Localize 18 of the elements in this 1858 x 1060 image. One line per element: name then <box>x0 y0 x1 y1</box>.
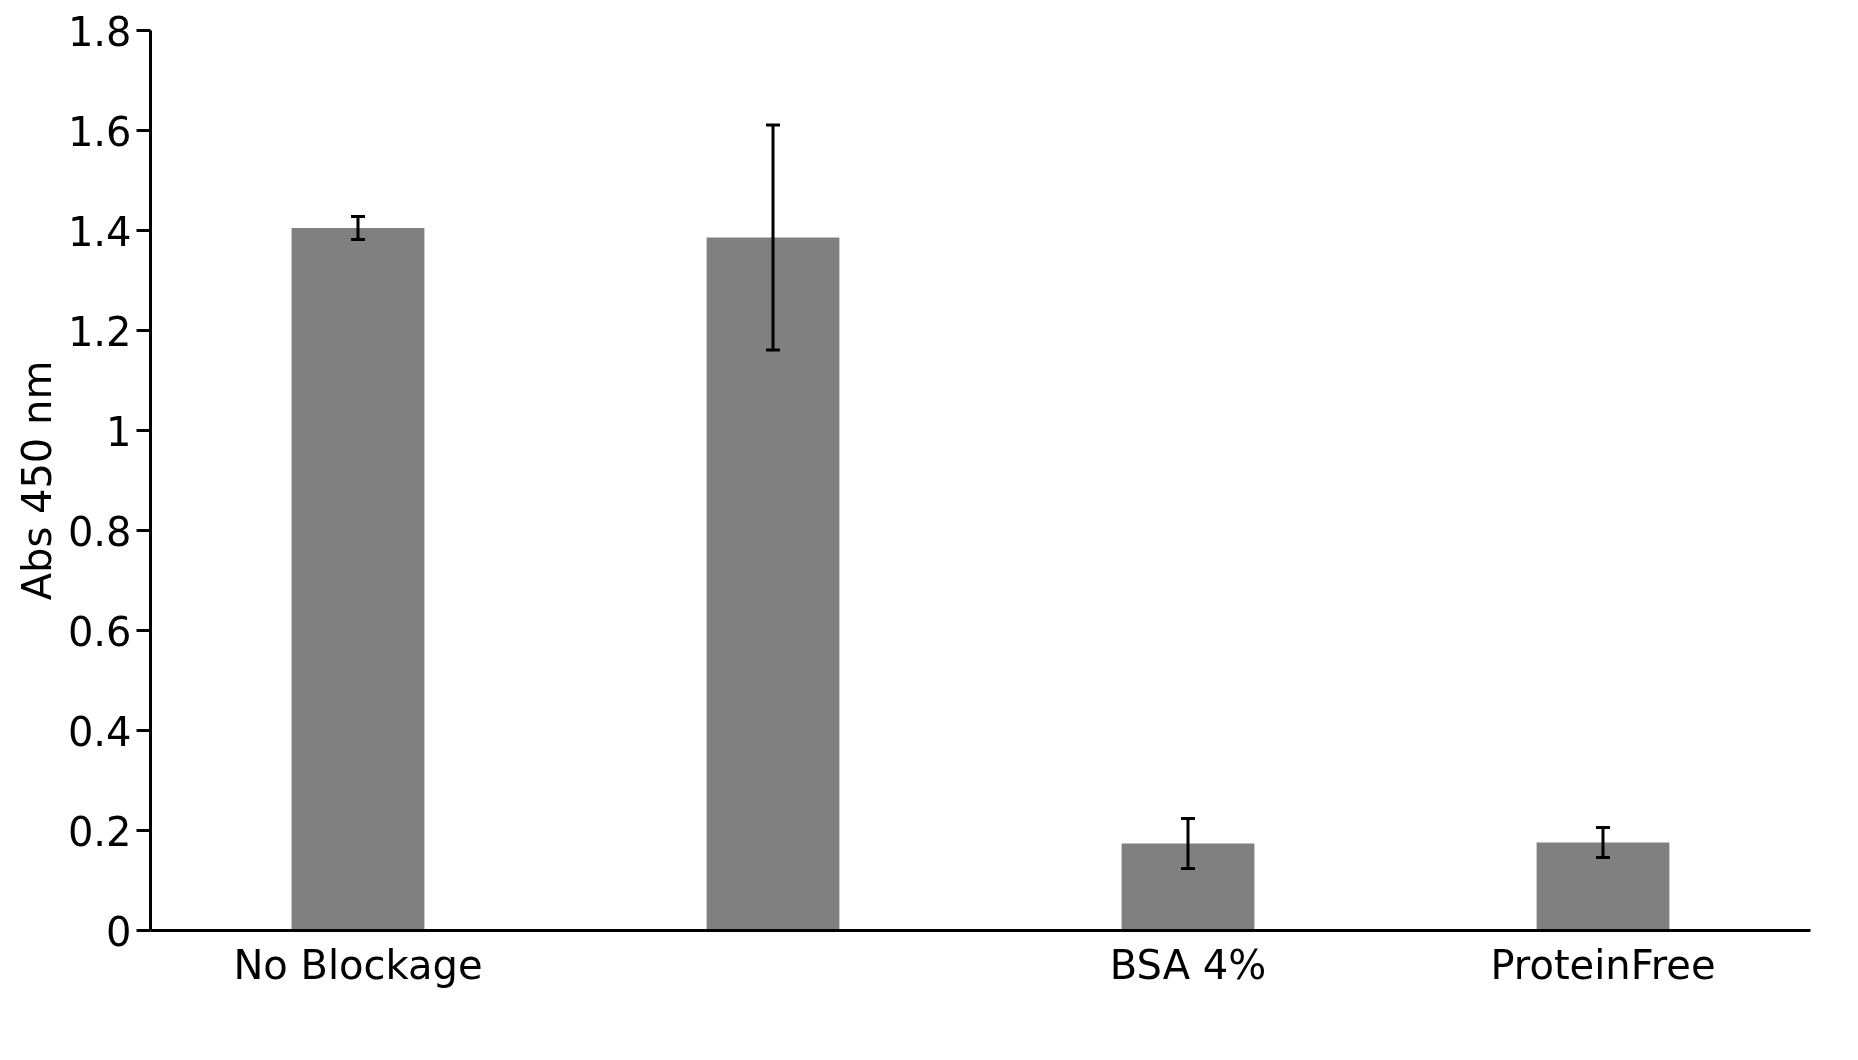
y-tick-label: 1.6 <box>67 108 132 155</box>
y-tick-label: 0 <box>106 908 132 955</box>
bar <box>1536 842 1670 931</box>
x-tick-label: BSA 4% <box>1109 941 1267 988</box>
y-tick-label: 0.8 <box>67 508 132 555</box>
y-tick-label: 1 <box>106 408 132 455</box>
x-tick-label: No Blockage <box>233 941 483 988</box>
bar <box>1121 843 1255 931</box>
y-tick-label: 1.2 <box>67 308 132 355</box>
y-tick-label: 0.6 <box>67 608 132 655</box>
y-tick-label: 1.4 <box>67 208 132 255</box>
y-tick-label: 0.2 <box>67 808 132 855</box>
y-tick-label: 1.8 <box>67 8 132 55</box>
y-axis-title: Abs 450 nm <box>13 360 60 601</box>
x-tick-label: ProteinFree <box>1490 941 1716 988</box>
bar <box>291 228 425 931</box>
y-tick-label: 0.4 <box>67 708 132 755</box>
bar <box>706 237 840 931</box>
